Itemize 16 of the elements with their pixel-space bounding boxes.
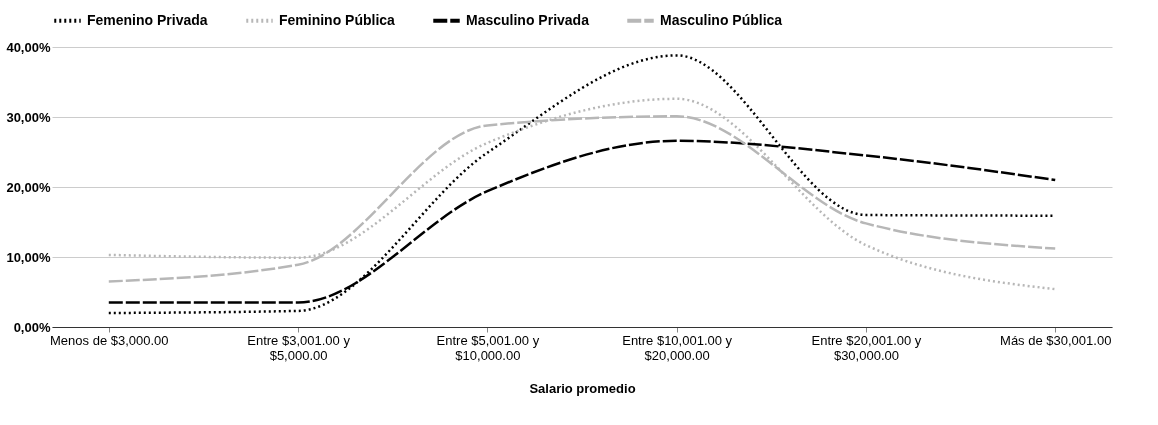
y-tick-label: 0,00% — [13, 319, 51, 335]
x-axis-title: Salario promedio — [529, 380, 636, 396]
y-tick-label: 30,00% — [6, 109, 51, 125]
y-tick-label: 10,00% — [6, 249, 51, 265]
x-tick-label: Entre $5,001.00 y $10,000.00 — [436, 332, 540, 363]
legend-label: Femenino Privada — [87, 11, 208, 28]
x-tick-label: Menos de $3,000.00 — [50, 332, 169, 348]
x-tick-label: Más de $30,001.00 — [1000, 332, 1112, 348]
y-tick-label: 20,00% — [6, 179, 51, 195]
legend-label: Masculino Privada — [466, 11, 590, 28]
x-tick-label: Entre $3,001.00 y $5,000.00 — [247, 332, 351, 363]
legend-label: Feminino Pública — [279, 11, 396, 28]
legend-label: Masculino Pública — [660, 11, 783, 28]
y-tick-label: 40,00% — [6, 39, 51, 55]
x-tick-label: Entre $20,001.00 y $30,000.00 — [811, 332, 922, 363]
x-tick-label: Entre $10,001.00 y $20,000.00 — [622, 332, 733, 363]
